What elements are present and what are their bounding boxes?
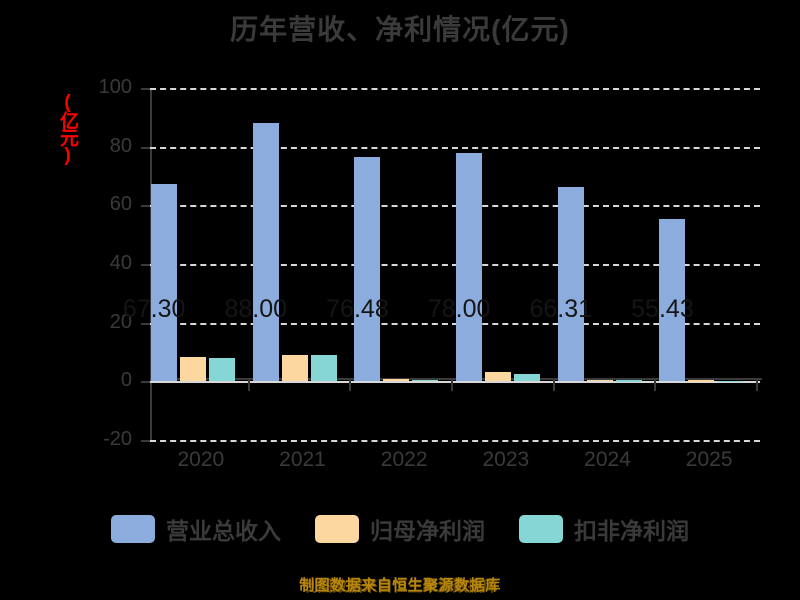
- y-tick-label: -20: [103, 428, 132, 450]
- x-tick-mark: [451, 378, 453, 391]
- gridline-0: [150, 381, 760, 384]
- bar-value-label: 76.48: [326, 294, 389, 323]
- gridline-20: [150, 322, 760, 325]
- y-tick-mark: [141, 381, 150, 384]
- legend-label: 营业总收入: [166, 518, 281, 544]
- x-tick-label-2022: 2022: [380, 448, 428, 471]
- bar-2024-series2: [615, 380, 642, 382]
- bar-2022-series0: [354, 156, 381, 382]
- x-tick-mark: [552, 378, 555, 391]
- bar-2023-series0: [455, 152, 482, 382]
- bar-2020-series2: [208, 357, 235, 382]
- y-tick-mark: [141, 88, 150, 90]
- legend-label: 归母净利润: [370, 518, 485, 544]
- y-tick-mark: [141, 264, 150, 266]
- y-tick-label: 20: [109, 310, 132, 333]
- legend-swatch-icon: [111, 515, 155, 543]
- chart-legend: 营业总收入 归母净利润 扣非净利润: [0, 512, 800, 546]
- x-tick-label-2024: 2024: [584, 448, 631, 471]
- plot-area: -20 0 20 40 60 80 100 67.30 88.00 76.48 78.00 66.31…: [99, 76, 760, 450]
- y-tick-label: 60: [109, 193, 132, 216]
- bar-value-label: 67.30: [122, 294, 186, 323]
- bar-2023-series1: [484, 372, 511, 382]
- bar-2021-series2: [310, 354, 337, 382]
- legend-swatch-icon: [315, 515, 359, 543]
- bar-2023-series2: [513, 374, 540, 382]
- gridline--20: [150, 440, 760, 442]
- bar-value-label: 88.00: [224, 294, 288, 323]
- footer-note: 制图数据来自恒生聚源数据库: [299, 577, 501, 594]
- y-tick-label: 80: [109, 134, 132, 157]
- page-title: 历年营收、净利情况(亿元): [230, 14, 570, 45]
- bar-value-label: 66.31: [529, 294, 593, 323]
- bar-2024-series1: [586, 379, 613, 382]
- y-axis-unit-label: (亿元): [57, 92, 78, 164]
- bar-2022-series2: [412, 379, 439, 382]
- legend-label: 扣非净利润: [574, 518, 689, 544]
- bar-2025-series1: [688, 380, 715, 382]
- x-tick-label-2023: 2023: [482, 448, 530, 471]
- bar-2020-series1: [179, 356, 206, 382]
- bar-2025-series0: [659, 218, 686, 382]
- bar-value-label: 55.43: [631, 294, 694, 323]
- legend-item-1[interactable]: 归母净利润: [315, 512, 485, 546]
- y-tick-mark: [141, 205, 150, 208]
- bar-2024-series0: [557, 186, 584, 382]
- y-tick-mark: [141, 146, 150, 149]
- x-tick-label-2021: 2021: [279, 448, 326, 471]
- bar-2020-series0: [150, 183, 177, 382]
- gridline-100: [150, 88, 760, 90]
- legend-swatch-icon: [519, 515, 563, 543]
- bar-2021-series1: [281, 355, 308, 382]
- bar-2025-series2: [717, 380, 744, 383]
- x-tick-label-2025: 2025: [685, 448, 733, 471]
- bar-value-label: 78.00: [427, 294, 491, 323]
- y-tick-label: 40: [109, 252, 132, 274]
- legend-item-0[interactable]: 营业总收入: [111, 512, 281, 546]
- bar-2021-series0: [252, 123, 279, 382]
- y-tick-mark: [141, 322, 150, 325]
- bar-2022-series1: [383, 378, 410, 382]
- gridline-80: [150, 146, 760, 149]
- y-tick-label: 0: [120, 369, 132, 392]
- y-tick-label: 100: [98, 76, 132, 98]
- gridline-60: [150, 205, 760, 208]
- legend-item-2[interactable]: 扣非净利润: [519, 512, 689, 546]
- x-tick-label-2020: 2020: [177, 448, 225, 471]
- x-tick-mark: [349, 378, 352, 391]
- x-tick-mark: [654, 378, 657, 391]
- x-tick-mark: [247, 378, 250, 391]
- footer-note-shadow: 制图数据来自恒生聚源数据库: [302, 578, 498, 595]
- y-tick-mark: [141, 440, 150, 442]
- gridline-40: [150, 264, 760, 266]
- x-tick-mark: [756, 378, 758, 391]
